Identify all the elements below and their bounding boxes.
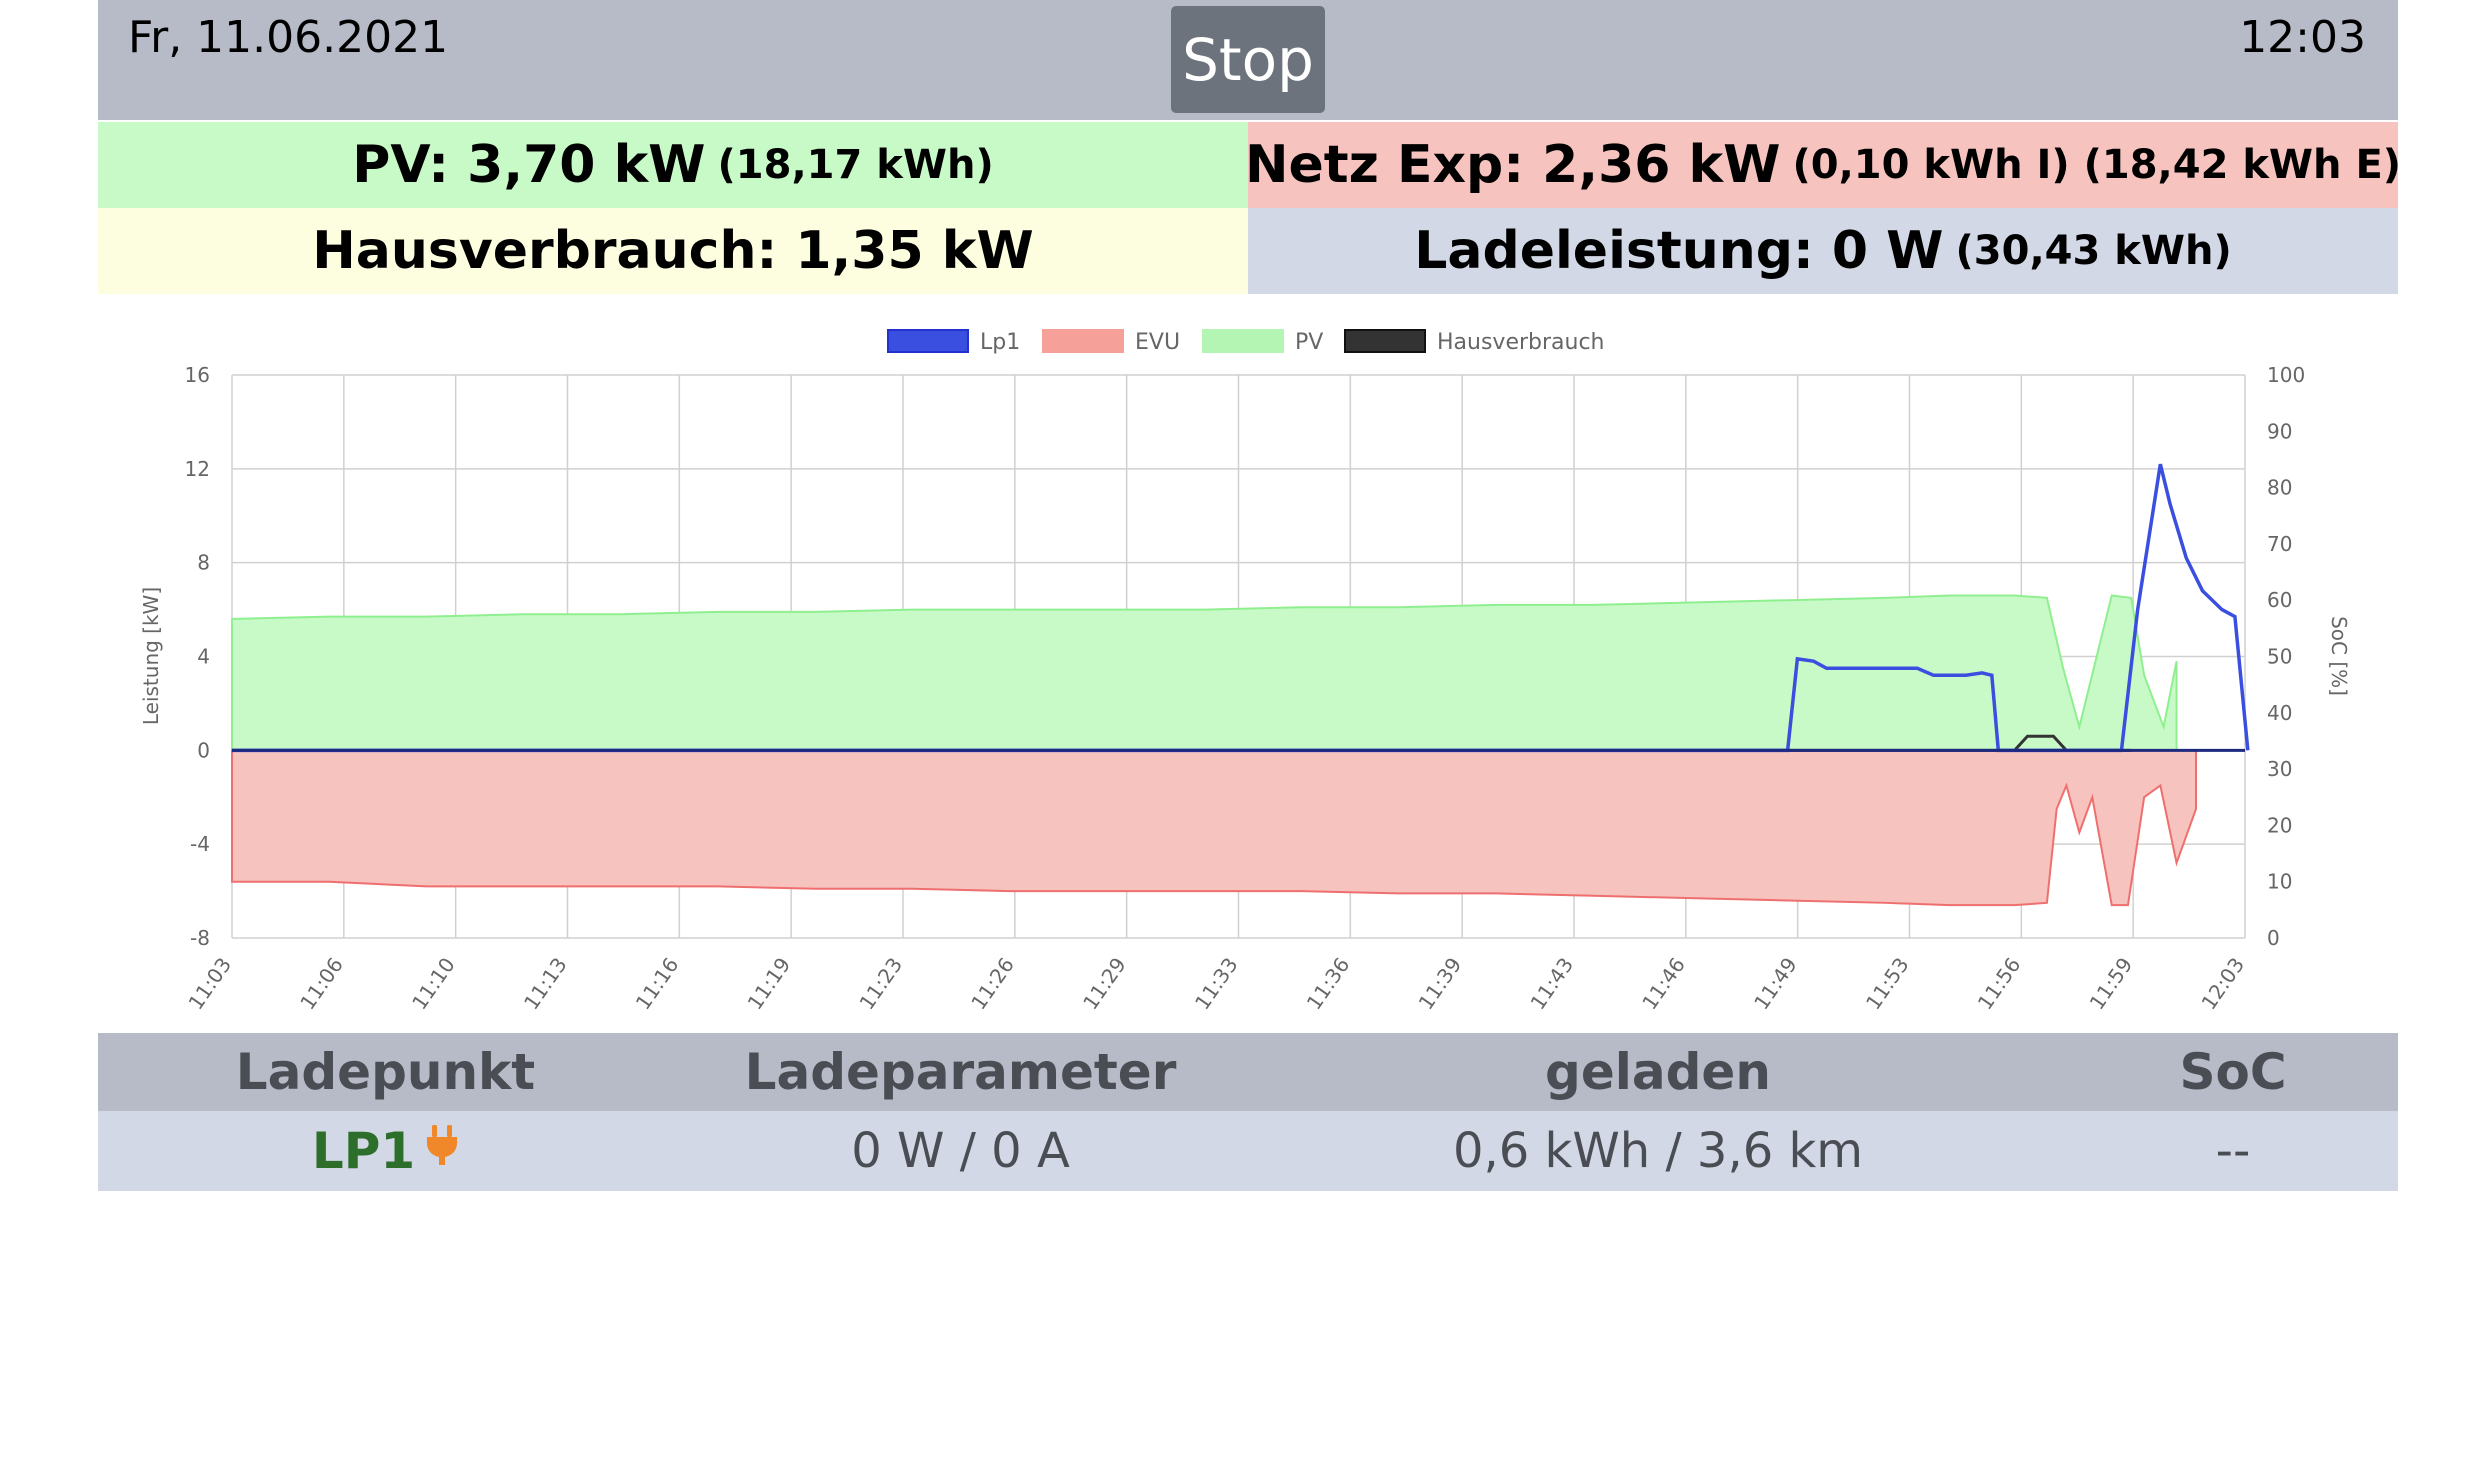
header-time: 12:03 xyxy=(2239,12,2366,63)
y-axis-title: Leistung [kW] xyxy=(139,587,163,725)
ladepunkt-name[interactable]: LP1 xyxy=(311,1122,416,1180)
ladeleistung-tile: Ladeleistung: 0 W (30,43 kWh) xyxy=(1248,208,2398,294)
x-tick-label: 11:49 xyxy=(1749,953,1802,1014)
power-chart: -8 -4 0 4 8 12 16 0 10 20 30 40 50 60 70 80 90 100 11:03 11… xyxy=(139,329,2351,1014)
header-ladeparameter: Ladeparameter xyxy=(744,1043,1177,1101)
y2-tick-label: 20 xyxy=(2267,813,2292,837)
x-tick-label: 11:46 xyxy=(1637,953,1690,1014)
x-tick-label: 11:53 xyxy=(1861,953,1914,1014)
header-geladen: geladen xyxy=(1545,1043,1771,1101)
y2-tick-label: 100 xyxy=(2267,363,2305,387)
legend-label: Lp1 xyxy=(980,330,1020,355)
y-tick-label: 12 xyxy=(185,457,210,481)
netz-tile: Netz Exp: 2,36 kW (0,10 kWh I) (18,42 kW… xyxy=(1244,122,2402,208)
pv-tile: PV: 3,70 kW (18,17 kWh) xyxy=(98,122,1248,208)
x-tick-label: 11:03 xyxy=(183,953,236,1014)
y2-tick-label: 70 xyxy=(2267,532,2292,556)
y2-tick-label: 80 xyxy=(2267,476,2292,500)
x-tick-label: 11:33 xyxy=(1190,953,1243,1014)
table-row: LP1 0 W / 0 A 0,6 kWh / 3,6 km -- xyxy=(98,1111,2398,1191)
x-tick-label: 11:23 xyxy=(854,953,907,1014)
series-evu xyxy=(231,749,2197,907)
pv-power: PV: 3,70 kW xyxy=(352,135,706,195)
stop-button[interactable]: Stop xyxy=(1171,6,1325,113)
y2-tick-label: 60 xyxy=(2267,588,2292,612)
y2-axis-title: SoC [%] xyxy=(2327,616,2351,696)
header-bar: Fr, 11.06.2021 Stop 12:03 xyxy=(98,0,2398,120)
legend-swatch xyxy=(1042,329,1124,353)
x-tick-label: 11:59 xyxy=(2085,953,2138,1014)
y-tick-label: 8 xyxy=(197,551,210,575)
y2-tick-label: 10 xyxy=(2267,870,2292,894)
y2-tick-label: 50 xyxy=(2267,645,2292,669)
header-ladepunkt: Ladepunkt xyxy=(235,1043,536,1101)
x-tick-label: 11:16 xyxy=(631,953,684,1014)
x-tick-label: 11:43 xyxy=(1525,953,1578,1014)
netz-power: Netz Exp: 2,36 kW xyxy=(1244,135,1781,195)
pv-energy: (18,17 kWh) xyxy=(717,142,994,188)
x-tick-label: 11:10 xyxy=(407,953,460,1014)
x-tick-label: 12:03 xyxy=(2196,953,2249,1014)
ladepunkt-table-header: Ladepunkt Ladeparameter geladen SoC xyxy=(98,1033,2398,1111)
y-tick-label: 4 xyxy=(197,645,210,669)
x-tick-label: 11:19 xyxy=(743,953,796,1014)
header-date: Fr, 11.06.2021 xyxy=(128,12,449,63)
ladeleistung-power: Ladeleistung: 0 W xyxy=(1414,221,1944,281)
header-soc: SoC xyxy=(2179,1043,2287,1101)
y2-tick-label: 40 xyxy=(2267,701,2292,725)
y-tick-label: -8 xyxy=(190,926,210,950)
legend-swatch xyxy=(1344,329,1426,353)
y2-tick-label: 90 xyxy=(2267,419,2292,443)
x-tick-label: 11:39 xyxy=(1414,953,1467,1014)
y-tick-label: 16 xyxy=(185,363,210,387)
legend-label: Hausverbrauch xyxy=(1437,330,1605,355)
ladeparameter-cell: 0 W / 0 A xyxy=(851,1123,1070,1179)
geladen-cell: 0,6 kWh / 3,6 km xyxy=(1452,1123,1864,1179)
x-tick-label: 11:13 xyxy=(519,953,572,1014)
series-lp1 xyxy=(232,463,2250,753)
ladepunkt-cell[interactable]: LP1 xyxy=(98,1111,673,1191)
y-tick-label: -4 xyxy=(190,832,210,856)
y-tick-label: 0 xyxy=(197,738,210,762)
x-tick-label: 11:56 xyxy=(1973,953,2026,1014)
x-tick-label: 11:29 xyxy=(1078,953,1131,1014)
x-tick-label: 11:06 xyxy=(295,953,348,1014)
ladeleistung-energy: (30,43 kWh) xyxy=(1955,228,2232,274)
y2-tick-label: 0 xyxy=(2267,926,2280,950)
soc-cell: -- xyxy=(2215,1123,2251,1179)
legend-label: PV xyxy=(1295,330,1323,355)
hausverbrauch-power: Hausverbrauch: 1,35 kW xyxy=(312,221,1034,281)
legend-label: EVU xyxy=(1135,330,1180,355)
legend-swatch xyxy=(887,329,969,353)
plug-icon xyxy=(425,1123,459,1179)
series-pv xyxy=(231,594,2178,752)
legend-swatch xyxy=(1202,329,1284,353)
x-tick-label: 11:26 xyxy=(966,953,1019,1014)
y2-tick-label: 30 xyxy=(2267,757,2292,781)
netz-energy: (0,10 kWh I) (18,42 kWh E) xyxy=(1792,142,2402,188)
hausverbrauch-tile: Hausverbrauch: 1,35 kW xyxy=(98,208,1248,294)
x-tick-label: 11:36 xyxy=(1302,953,1355,1014)
